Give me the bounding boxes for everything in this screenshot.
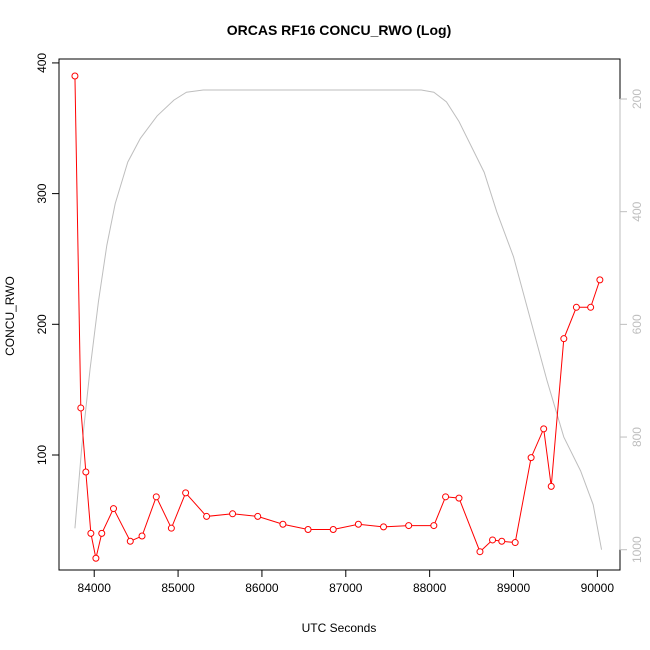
y-axis-label: CONCU_RWO — [3, 276, 17, 356]
concu-rwo-data-point — [279, 520, 287, 528]
concu-rwo-data-point — [167, 524, 175, 532]
y-tick-label: 100 — [35, 445, 49, 465]
concu-rwo-data-point — [489, 536, 497, 544]
concu-rwo-data-point — [572, 303, 580, 311]
secondary-y-axis: 200 400 600 800 1000 — [619, 89, 644, 563]
concu-rwo-data-point — [380, 523, 388, 531]
concu-rwo-data-point — [229, 510, 237, 518]
x-tick-label: 84000 — [78, 581, 112, 595]
concu-rwo-data-point — [304, 525, 312, 533]
concu-rwo-data-point — [476, 548, 484, 556]
concu-rwo-data-point — [138, 532, 146, 540]
concu-rwo-data-point — [82, 468, 90, 476]
concu-rwo-data-point — [442, 493, 450, 501]
x-tick-label: 86000 — [245, 581, 279, 595]
concu-rwo-data-point — [354, 520, 362, 528]
concu-rwo-data-point — [203, 512, 211, 520]
y-axis: 100 200 300 400 — [35, 53, 60, 465]
secondary-y-tick-label: 1000 — [630, 536, 644, 563]
concu-rwo-data-point — [527, 454, 535, 462]
concu-rwo-data-point — [560, 335, 568, 343]
concu-rwo-data-point — [498, 537, 506, 545]
concu-rwo-data-point — [405, 522, 413, 530]
concu-rwo-data-point — [77, 404, 85, 412]
concu-rwo-data-point — [254, 512, 262, 520]
concu-rwo-data-point — [98, 529, 106, 537]
series-layer — [71, 72, 604, 562]
x-tick-label: 85000 — [161, 581, 195, 595]
concu-rwo-data-point — [92, 554, 100, 562]
secondary-y-tick-label: 600 — [630, 314, 644, 334]
concu-rwo-data-point — [511, 539, 519, 547]
y-tick-label: 400 — [35, 53, 49, 73]
x-tick-label: 87000 — [329, 581, 363, 595]
concu-rwo-data-point — [182, 489, 190, 497]
concu-rwo-data-point — [126, 537, 134, 545]
concu-rwo-data-point — [110, 505, 118, 513]
secondary-y-tick-label: 800 — [630, 427, 644, 447]
concu-rwo-data-point — [87, 529, 95, 537]
concu-rwo-data-point — [540, 425, 548, 433]
secondary-y-tick-label: 200 — [630, 89, 644, 109]
chart-title: ORCAS RF16 CONCU_RWO (Log) — [227, 22, 452, 38]
x-tick-label: 90000 — [581, 581, 615, 595]
concu-rwo-data-point — [71, 72, 79, 80]
x-tick-label: 89000 — [497, 581, 531, 595]
x-axis-label: UTC Seconds — [302, 621, 377, 635]
concu-rwo-data-point — [329, 525, 337, 533]
x-tick-label: 88000 — [413, 581, 447, 595]
concu-rwo-data-point — [587, 303, 595, 311]
concu-rwo-data-point — [152, 493, 160, 501]
concu-rwo-data-point — [596, 276, 604, 284]
secondary-y-tick-label: 400 — [630, 201, 644, 221]
y-tick-label: 300 — [35, 183, 49, 203]
concu-rwo-data-point — [430, 522, 438, 530]
concu-rwo-data-point — [455, 494, 463, 502]
y-tick-label: 200 — [35, 314, 49, 334]
x-axis: 84000 85000 86000 87000 88000 89000 90000 — [78, 569, 615, 595]
concu-rwo-data-point — [547, 482, 555, 490]
secondary-series-line — [74, 89, 603, 550]
